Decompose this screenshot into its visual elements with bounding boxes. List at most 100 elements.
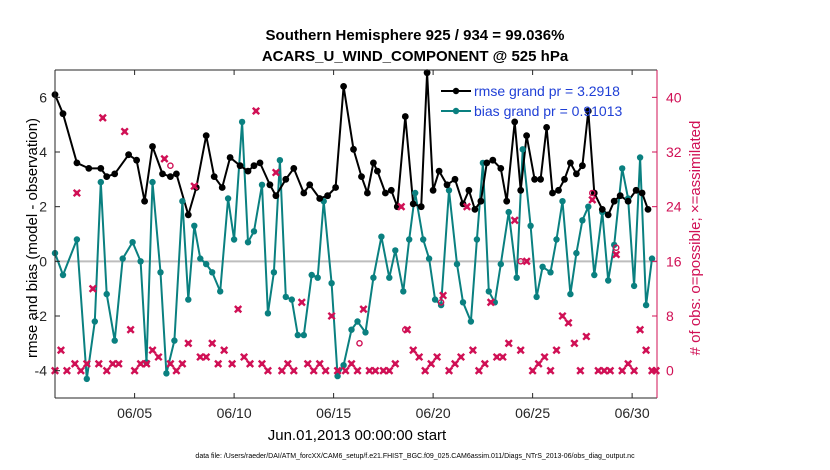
bias-point (378, 233, 385, 240)
obs-assimilated-point (148, 346, 157, 355)
obs-assimilated-point (251, 106, 261, 116)
obs-assimilated-point (618, 366, 627, 375)
legend-rmse-marker (452, 87, 460, 95)
bias-point (258, 181, 266, 188)
obs-assimilated-point (136, 359, 145, 368)
bias-point (276, 157, 284, 164)
rmse-point (465, 186, 473, 194)
obs-assimilated-point (456, 352, 466, 362)
bias-point (392, 247, 399, 254)
bias-point (59, 271, 67, 279)
bias-point (605, 277, 612, 284)
rmse-point (97, 165, 105, 172)
obs-assimilated-point (371, 366, 380, 375)
bias-point (642, 301, 650, 309)
obs-assimilated-point (263, 366, 272, 375)
rmse-point (324, 192, 331, 200)
bias-point (636, 154, 644, 161)
bias-point (294, 331, 301, 339)
obs-assimilated-point (504, 339, 513, 348)
obs-assimilated-point (486, 298, 495, 307)
legend-rmse-label: rmse grand pr = 3.2918 (474, 83, 620, 99)
rmse-point (543, 124, 550, 131)
rmse-point (517, 186, 525, 194)
obs-assimilated-point (257, 359, 267, 368)
rmse-point (387, 186, 395, 194)
obs-assimilated-point (333, 366, 342, 375)
legend-bias-marker (452, 107, 460, 115)
obs-assimilated-point (606, 366, 615, 375)
rmse-point (451, 175, 459, 183)
bias-point (171, 337, 178, 344)
bias-point (149, 178, 156, 186)
obs-assimilated-point (588, 195, 597, 204)
x-tick-label: 06/20 (416, 405, 451, 421)
obs-assimilated-point (114, 359, 123, 368)
obs-assimilated-point (208, 339, 217, 348)
rmse-point (604, 211, 612, 219)
bias-point (73, 236, 81, 243)
bias-point (527, 222, 534, 229)
obs-assimilated-point (439, 291, 448, 300)
rmse-point (632, 186, 640, 194)
chart-title-line1: Southern Hemisphere 925 / 934 = 99.036% (266, 27, 565, 44)
obs-assimilated-point (327, 311, 336, 321)
bias-point (611, 241, 618, 249)
rmse-point (236, 162, 244, 170)
bias-point (453, 260, 461, 268)
obs-assimilated-point (546, 366, 555, 375)
rmse-point (423, 69, 431, 77)
bias-point (362, 329, 369, 336)
obs-assimilated-point (642, 346, 651, 355)
obs-possible-point (167, 162, 174, 169)
bias-point (288, 296, 295, 303)
rmse-point (573, 170, 580, 178)
y-tick-label-right: 0 (666, 363, 674, 379)
rmse-point (584, 107, 592, 115)
obs-assimilated-point (62, 366, 71, 375)
x-tick-label: 06/05 (117, 405, 152, 421)
bias-point (533, 293, 540, 301)
obs-assimilated-point (391, 359, 400, 368)
obs-assimilated-point (76, 366, 85, 375)
obs-assimilated-point (379, 366, 388, 375)
bias-point (230, 236, 238, 243)
bias-point (539, 263, 546, 270)
obs-assimilated-point (385, 366, 394, 375)
obs-assimilated-point (289, 366, 298, 375)
bias-point (579, 217, 586, 224)
bias-series-line (54, 121, 653, 380)
bias-point (619, 165, 626, 172)
bias-point (386, 274, 393, 281)
bias-point (567, 290, 574, 298)
rmse-point (598, 206, 606, 213)
bias-point (505, 208, 512, 216)
rmse-point (374, 167, 381, 175)
obs-assimilated-point (359, 305, 368, 314)
rmse-point (497, 165, 505, 172)
bias-point (648, 255, 656, 262)
obs-assimilated-point (277, 366, 286, 375)
obs-assimilated-point (321, 366, 330, 375)
obs-assimilated-point (576, 366, 585, 375)
obs-assimilated-point (245, 359, 255, 368)
rmse-point (638, 189, 646, 197)
rmse-point (364, 189, 371, 197)
rmse-point (435, 167, 443, 175)
obs-assimilated-point (498, 352, 507, 362)
obs-assimilated-point (202, 352, 211, 362)
bias-point (244, 239, 252, 246)
rmse-point (503, 197, 511, 205)
bias-point (264, 310, 272, 317)
obs-assimilated-point (522, 257, 531, 266)
obs-assimilated-point (94, 359, 103, 368)
bias-point (573, 249, 580, 257)
obs-assimilated-point (534, 359, 543, 368)
obs-assimilated-point (415, 352, 424, 362)
bias-point (163, 370, 170, 377)
bias-point (197, 255, 204, 262)
rmse-point (537, 175, 544, 183)
bias-point (314, 274, 321, 281)
obs-assimilated-point (70, 359, 79, 368)
